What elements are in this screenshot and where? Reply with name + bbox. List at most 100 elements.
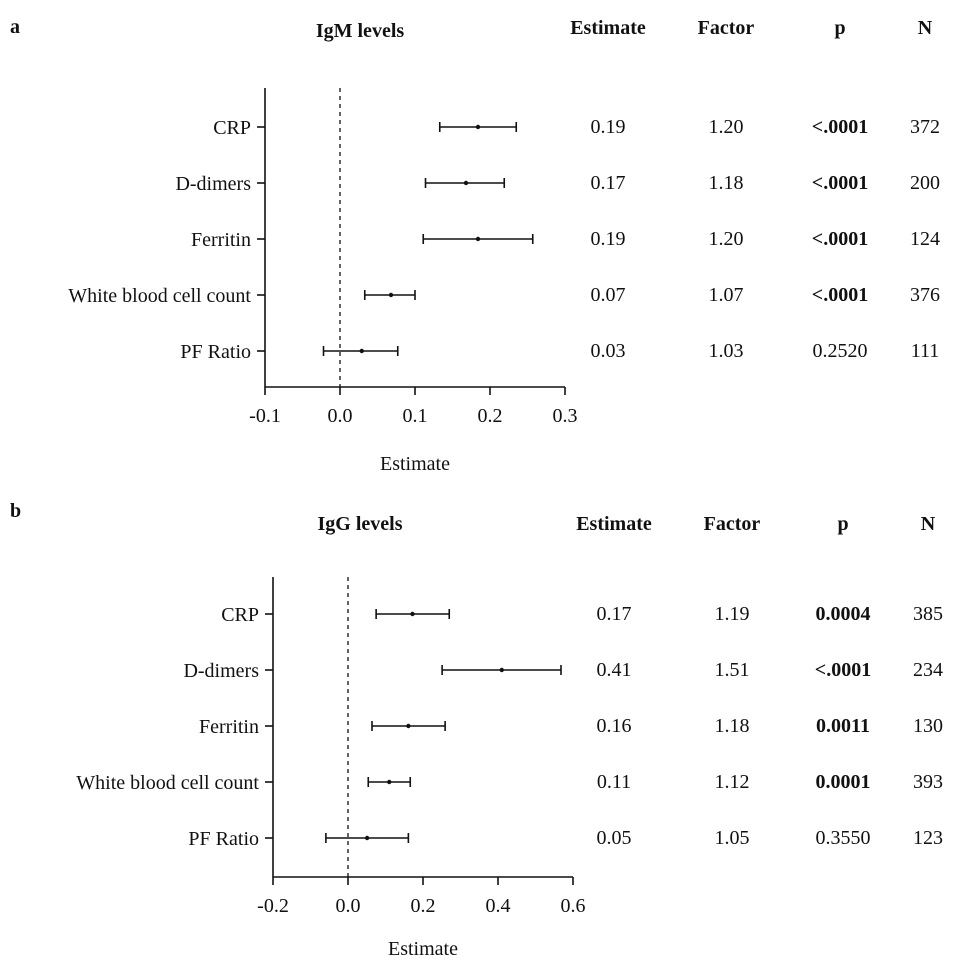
n-cell: 376	[910, 284, 940, 306]
n-cell: 234	[913, 659, 943, 681]
x-ticks: -0.2 0.0 0.2 0.4 0.6	[257, 877, 586, 917]
x-tick-label: 0.2	[411, 895, 436, 917]
point-estimate	[359, 348, 364, 354]
p-value-cell: <.0001	[812, 284, 868, 306]
x-axis-title: Estimate	[388, 938, 458, 959]
factor-cell: 1.20	[709, 228, 744, 250]
factor-cell: 1.51	[715, 659, 750, 681]
x-tick-label: -0.2	[257, 895, 289, 917]
forest-rows: CRP 0.17 1.19 0.0004 385 D-dimers 0.41 1.51 <.00…	[76, 603, 943, 850]
row-label: Ferritin	[199, 716, 259, 738]
x-tick-label: 0.2	[478, 405, 503, 427]
header-factor: Factor	[704, 513, 761, 535]
panel-label: a	[10, 16, 20, 38]
row-label: PF Ratio	[188, 828, 259, 850]
x-tick-label: 0.0	[328, 405, 353, 427]
header-estimate: Estimate	[576, 513, 652, 535]
panel-title: IgG levels	[318, 513, 403, 535]
n-cell: 393	[913, 771, 943, 793]
p-value-cell: 0.3550	[816, 827, 871, 849]
estimate-cell: 0.16	[597, 715, 632, 737]
forest-row: PF Ratio 0.03 1.03 0.2520 111	[180, 340, 939, 363]
n-cell: 130	[913, 715, 943, 737]
point-estimate	[364, 835, 370, 841]
forest-row: White blood cell count 0.11 1.12 0.0001 393	[76, 771, 943, 794]
x-tick-label: 0.1	[403, 405, 428, 427]
forest-row: White blood cell count 0.07 1.07 <.0001 376	[68, 284, 940, 307]
n-cell: 124	[910, 228, 940, 250]
header-estimate: Estimate	[570, 17, 646, 39]
point-estimate	[387, 779, 392, 785]
panel-title: IgM levels	[316, 20, 405, 42]
panel-b: b IgG levels Estimate Factor p N -0.2 0.0…	[10, 500, 943, 959]
panel-label: b	[10, 500, 21, 522]
row-label: PF Ratio	[180, 341, 251, 363]
p-value-cell: <.0001	[812, 116, 868, 138]
forest-row: Ferritin 0.16 1.18 0.0011 130	[199, 715, 943, 738]
row-label: Ferritin	[191, 229, 251, 251]
point-estimate	[388, 292, 394, 298]
header-p: p	[837, 513, 848, 535]
header-factor: Factor	[698, 17, 755, 39]
p-value-cell: 0.0004	[816, 603, 871, 625]
panel-a: a IgM levels Estimate Factor p N -0.1 0.0…	[10, 16, 940, 475]
point-estimate	[410, 611, 415, 617]
forest-row: D-dimers 0.41 1.51 <.0001 234	[183, 659, 943, 682]
row-label: D-dimers	[183, 660, 259, 682]
header-n: N	[918, 17, 933, 39]
estimate-cell: 0.19	[591, 228, 626, 250]
estimate-cell: 0.11	[597, 771, 631, 793]
factor-cell: 1.12	[715, 771, 750, 793]
row-label: White blood cell count	[76, 772, 259, 794]
p-value-cell: <.0001	[812, 228, 868, 250]
estimate-cell: 0.17	[591, 172, 626, 194]
factor-cell: 1.20	[709, 116, 744, 138]
forest-row: D-dimers 0.17 1.18 <.0001 200	[175, 172, 940, 195]
factor-cell: 1.03	[709, 340, 744, 362]
factor-cell: 1.05	[715, 827, 750, 849]
row-label: D-dimers	[175, 173, 251, 195]
p-value-cell: 0.0011	[816, 715, 870, 737]
x-tick-label: 0.6	[561, 895, 586, 917]
x-tick-label: -0.1	[249, 405, 281, 427]
p-value-cell: 0.0001	[816, 771, 871, 793]
row-label: White blood cell count	[68, 285, 251, 307]
x-axis-title: Estimate	[380, 453, 450, 475]
n-cell: 385	[913, 603, 943, 625]
n-cell: 200	[910, 172, 940, 194]
forest-row: CRP 0.17 1.19 0.0004 385	[221, 603, 943, 626]
point-estimate	[475, 124, 481, 130]
x-tick-label: 0.3	[553, 405, 578, 427]
factor-cell: 1.19	[715, 603, 750, 625]
estimate-cell: 0.17	[597, 603, 632, 625]
n-cell: 372	[910, 116, 940, 138]
p-value-cell: <.0001	[812, 172, 868, 194]
point-estimate	[499, 667, 504, 673]
estimate-cell: 0.05	[597, 827, 632, 849]
n-cell: 111	[911, 340, 940, 362]
point-estimate	[463, 180, 469, 186]
row-label: CRP	[213, 117, 251, 139]
x-ticks: -0.1 0.0 0.1 0.2 0.3	[249, 387, 578, 427]
estimate-cell: 0.41	[597, 659, 632, 681]
factor-cell: 1.07	[709, 284, 744, 306]
point-estimate	[475, 236, 481, 242]
forest-rows: CRP 0.19 1.20 <.0001 372 D-dimers 0.17 1.18 <.00…	[68, 116, 940, 363]
x-tick-label: 0.0	[336, 895, 361, 917]
estimate-cell: 0.03	[591, 340, 626, 362]
estimate-cell: 0.19	[591, 116, 626, 138]
factor-cell: 1.18	[715, 715, 750, 737]
forest-row: Ferritin 0.19 1.20 <.0001 124	[191, 228, 940, 251]
row-label: CRP	[221, 604, 259, 626]
header-n: N	[921, 513, 936, 535]
forest-row: CRP 0.19 1.20 <.0001 372	[213, 116, 940, 139]
n-cell: 123	[913, 827, 943, 849]
estimate-cell: 0.07	[591, 284, 626, 306]
p-value-cell: 0.2520	[813, 340, 868, 362]
factor-cell: 1.18	[709, 172, 744, 194]
point-estimate	[406, 723, 411, 729]
p-value-cell: <.0001	[815, 659, 871, 681]
x-tick-label: 0.4	[486, 895, 511, 917]
forest-row: PF Ratio 0.05 1.05 0.3550 123	[188, 827, 943, 850]
